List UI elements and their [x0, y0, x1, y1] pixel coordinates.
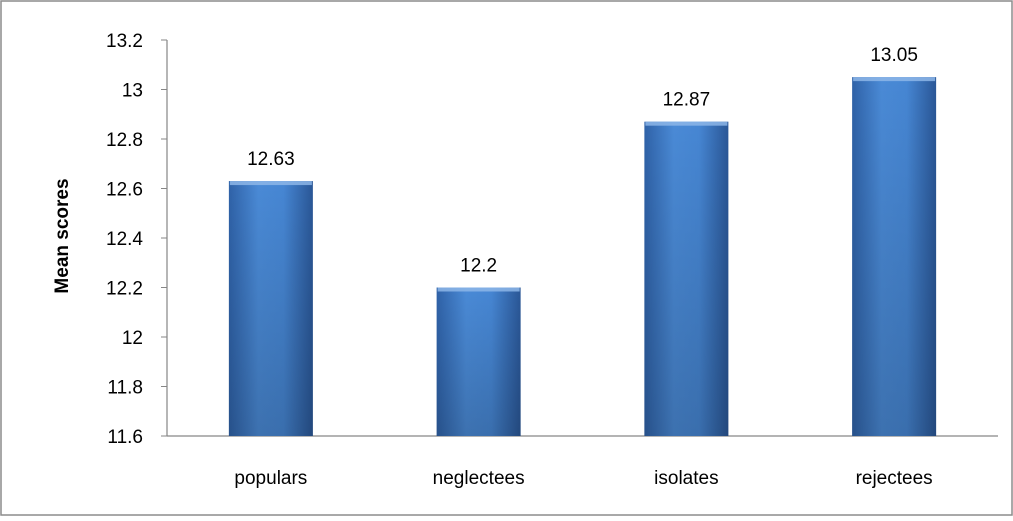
- x-category-label-rejectees: rejectees: [856, 468, 933, 489]
- bar-shading: [644, 121, 729, 437]
- y-tick-label: 11.6: [107, 427, 143, 448]
- y-tick-label: 12.4: [106, 229, 143, 250]
- bar-shading: [228, 181, 313, 436]
- bar-top-bevel: [853, 77, 936, 82]
- bar-shading: [436, 287, 521, 436]
- bar-isolates: [644, 121, 729, 437]
- y-axis-title: Mean scores: [52, 178, 73, 293]
- bar-top-bevel: [645, 121, 728, 126]
- bar-rejectees: [852, 77, 937, 436]
- y-tick-label: 13.2: [106, 31, 143, 52]
- data-label-neglectees: 12.2: [460, 256, 497, 277]
- y-tick-label: 12.6: [106, 180, 143, 201]
- y-tick-label: 13: [122, 81, 143, 102]
- bar-shading: [852, 77, 937, 436]
- y-tick-label: 12.2: [106, 279, 143, 300]
- data-label-rejectees: 13.05: [870, 45, 918, 66]
- y-tick-label: 12: [122, 328, 143, 349]
- bar-top-bevel: [437, 287, 520, 292]
- bar-populars: [228, 181, 313, 436]
- x-category-label-isolates: isolates: [654, 468, 718, 489]
- data-label-isolates: 12.87: [663, 90, 711, 111]
- x-category-label-populars: populars: [234, 468, 307, 489]
- y-tick-label: 11.8: [107, 378, 143, 399]
- bar-top-bevel: [229, 181, 312, 186]
- x-category-label-neglectees: neglectees: [433, 468, 525, 489]
- data-label-populars: 12.63: [247, 149, 295, 170]
- bar-neglectees: [436, 287, 521, 436]
- y-tick-label: 12.8: [106, 130, 143, 151]
